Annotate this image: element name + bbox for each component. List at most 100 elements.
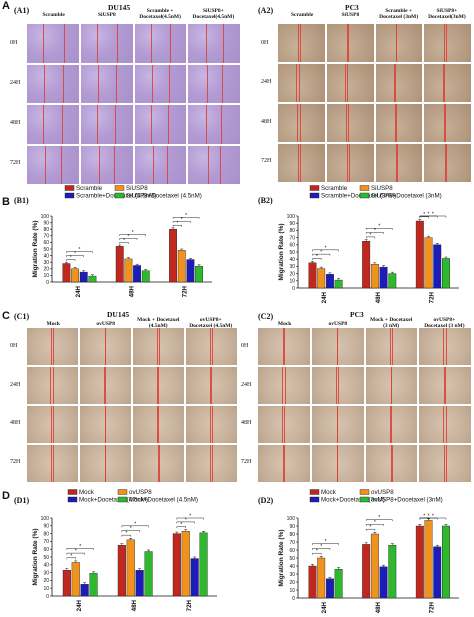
panel-b2-label: (B2) [258,196,273,205]
wound-edge-line [52,406,54,443]
micrograph-a1-r4c2 [80,145,133,184]
micrograph-a2-r1c3 [375,24,423,62]
significance-star: * [428,212,430,218]
panel-b1-label: (B1) [14,196,29,205]
y-tick-label: 20 [289,271,295,277]
significance-star: * [320,250,322,256]
micrograph-c2-r2c3 [365,367,418,404]
legend-entry: Mock [321,489,337,496]
y-tick-label: 0 [46,280,49,286]
bar [317,268,326,289]
wound-edge-line [169,64,171,103]
wound-edge-line [346,144,348,182]
column-header: SiUSP8+ Docetaxel(4.5nM) [192,8,235,20]
micrograph-a1-r2c1 [27,64,79,103]
wound-edge-line [391,367,392,404]
bar [334,568,343,599]
significance-star: * [189,514,191,520]
significance-star: * [432,514,434,520]
column-header: Scramble [290,12,314,18]
wound-edge-line [391,445,393,482]
micrograph-a2-r1c1 [278,24,325,62]
bar [370,264,379,289]
wound-edge-line [395,24,397,62]
wound-edge-line [443,445,445,482]
micrograph-a2-r1c2 [326,24,374,62]
wound-edge-line [295,64,297,102]
bar [442,258,450,289]
bar [186,259,195,283]
significance-star: * [134,521,136,527]
y-tick-label: 10 [289,588,295,594]
wound-edge-line [446,445,447,482]
significance-star: * [432,212,434,218]
bar [199,532,208,597]
y-tick-label: 0 [292,286,295,292]
y-tick-label: 70 [43,539,49,545]
row-label: 0H [10,343,18,350]
panel-a1-label: (A1) [14,6,30,15]
y-tick-label: 80 [43,531,49,537]
y-tick-label: 50 [289,250,295,256]
y-tick-label: 30 [289,264,295,270]
y-tick-label: 100 [287,516,296,522]
wound-edge-line [52,328,54,365]
bar [135,570,144,597]
y-tick-label: 40 [289,257,295,263]
wound-edge-line [222,64,224,103]
wound-edge-line [395,64,397,102]
y-tick-label: 90 [43,524,49,530]
legend-swatch [114,192,125,199]
legend-swatch [359,489,370,495]
wound-edge-line [116,64,118,103]
micrograph-c1-r1c1 [27,328,78,365]
wound-edge-line [167,145,169,184]
bar [62,263,71,283]
bar [388,273,397,289]
micrograph-a1-r1c3 [134,24,187,63]
micrograph-a1-r4c3 [134,145,187,184]
wound-edge-line [157,367,158,404]
legend-entry: Mock+Docetaxel (4.5nM) [129,497,198,504]
row-label: 72H [10,458,21,465]
significance-star: * [70,255,72,261]
micrograph-c2-r3c2 [311,406,364,443]
x-tick-label: 48H [128,285,135,297]
wound-edge-line [205,105,207,144]
micrograph-c1-r3c3 [133,406,184,443]
column-header: SiUSP8 [341,12,360,18]
column-header: Mock [46,321,60,327]
y-tick-label: 80 [289,228,295,234]
micrograph-a1-r1c1 [27,24,79,63]
wound-edge-line [346,24,348,62]
micrograph-a2-r2c1 [278,64,325,102]
wound-edge-line [209,406,211,443]
column-header: ovUSP8+ Docetaxel (3 nM) [424,317,465,329]
bar [424,237,433,289]
wound-edge-line [443,64,445,102]
wound-edge-line [158,445,160,482]
x-tick-label: 72H [182,285,189,297]
wound-edge-line [61,145,62,184]
wound-edge-line [347,104,349,142]
bar [370,533,379,599]
y-axis-label: Migration Rate (%) [278,223,285,280]
wound-edge-line [445,24,447,62]
legend-swatch [117,496,128,503]
y-tick-label: 80 [289,532,295,538]
bar [133,265,142,283]
bar [362,544,371,599]
wound-edge-line [50,367,52,404]
micrograph-c2-r2c1 [258,367,310,404]
wound-edge-line [336,328,338,365]
legend-entry: SiUSP8 [126,185,148,192]
legend-swatch [359,192,370,199]
row-label: 0H [261,39,269,46]
micrograph-c2-r1c4 [419,328,471,365]
y-tick-label: 30 [43,570,49,576]
wound-edge-line [105,445,107,482]
bar [334,279,343,289]
wound-edge-line [394,64,396,102]
wound-edge-line [390,406,391,443]
